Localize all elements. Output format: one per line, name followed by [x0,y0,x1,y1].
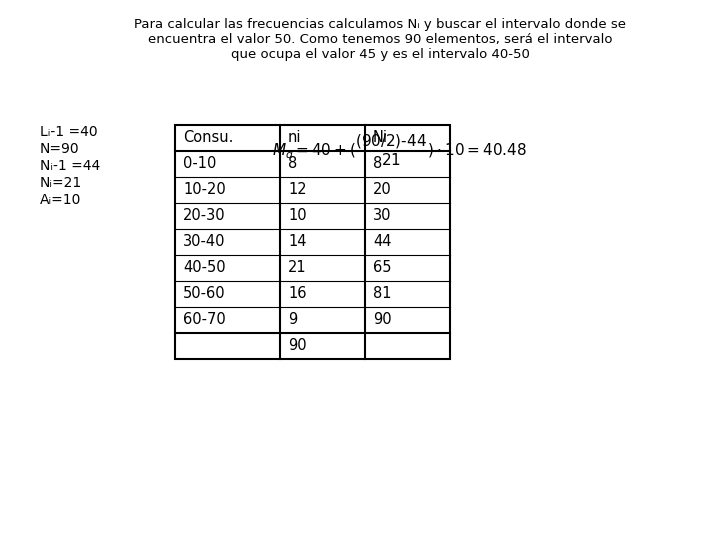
Text: 8: 8 [288,157,297,172]
Text: Ni: Ni [373,131,388,145]
Text: 81: 81 [373,287,392,301]
Text: 14: 14 [288,234,307,249]
Text: $M_d = 40+(\dfrac{(90/2)\text{-}44}{21})\cdot10 = 40.48$: $M_d = 40+(\dfrac{(90/2)\text{-}44}{21})… [272,133,528,168]
Text: 44: 44 [373,234,392,249]
Text: 10-20: 10-20 [183,183,226,198]
Text: Consu.: Consu. [183,131,233,145]
Text: 10: 10 [288,208,307,224]
Text: 20: 20 [373,183,392,198]
Text: ni: ni [288,131,302,145]
Bar [175,125,450,359]
Text: 40-50: 40-50 [183,260,225,275]
Text: 20-30: 20-30 [183,208,225,224]
Text: 0-10: 0-10 [183,157,217,172]
Text: 90: 90 [288,339,307,354]
Text: 12: 12 [288,183,307,198]
Text: 21: 21 [288,260,307,275]
Text: 90: 90 [373,313,392,327]
Text: 65: 65 [373,260,392,275]
Text: encuentra el valor 50. Como tenemos 90 elementos, será el intervalo: encuentra el valor 50. Como tenemos 90 e… [148,33,612,46]
Text: 30: 30 [373,208,392,224]
Text: Nᵢ=21: Nᵢ=21 [40,176,82,190]
Text: Nᵢ-1 =44: Nᵢ-1 =44 [40,159,100,173]
Text: Aᵢ=10: Aᵢ=10 [40,193,81,207]
Text: 8: 8 [373,157,382,172]
Text: 60-70: 60-70 [183,313,226,327]
Text: 16: 16 [288,287,307,301]
Text: Lᵢ-1 =40: Lᵢ-1 =40 [40,125,98,139]
Text: que ocupa el valor 45 y es el intervalo 40-50: que ocupa el valor 45 y es el intervalo … [230,48,529,61]
Text: 30-40: 30-40 [183,234,225,249]
Text: Para calcular las frecuencias calculamos Nᵢ y buscar el intervalo donde se: Para calcular las frecuencias calculamos… [134,18,626,31]
Text: 50-60: 50-60 [183,287,225,301]
Text: N=90: N=90 [40,142,80,156]
Text: 9: 9 [288,313,297,327]
